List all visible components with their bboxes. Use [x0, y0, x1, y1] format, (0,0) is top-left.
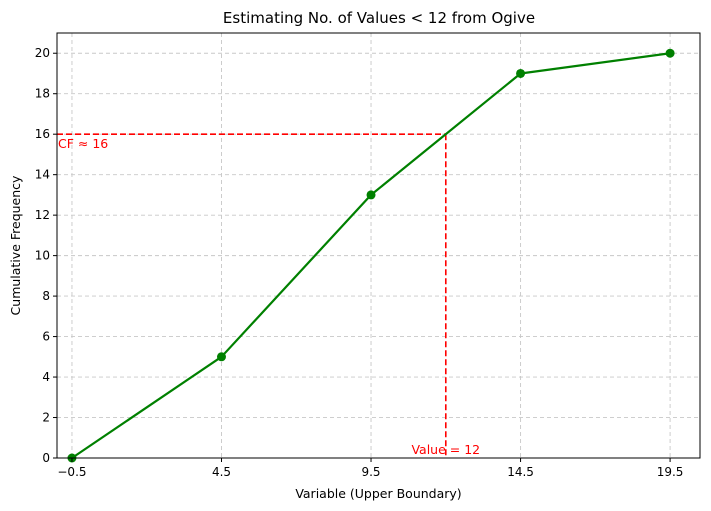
y-tick-label: 14 [35, 168, 50, 182]
data-point [665, 48, 675, 58]
y-tick-label: 10 [35, 249, 50, 263]
data-point [216, 352, 226, 362]
y-tick-label: 12 [35, 208, 50, 222]
axis-ticks: 0 2 4 6 8 10 12 14 16 18 20 −0.5 4.5 9.5 14.5 19.5 [35, 46, 684, 479]
data-point [366, 190, 376, 200]
y-tick-label: 20 [35, 46, 50, 60]
x-axis-title: Variable (Upper Boundary) [295, 486, 461, 501]
data-point [516, 68, 526, 78]
plot-frame [56, 32, 701, 459]
y-axis-title: Cumulative Frequency [8, 175, 23, 315]
annotations: CF ≈ 16 Value = 12 [58, 136, 480, 457]
y-tick-label: 8 [42, 289, 50, 303]
y-tick-label: 4 [42, 370, 50, 384]
y-tick-label: 2 [42, 411, 50, 425]
estimate-guides [57, 133, 447, 458]
x-tick-label: 9.5 [361, 465, 380, 479]
x-tick-label: −0.5 [57, 465, 86, 479]
x-tick-label: 4.5 [212, 465, 231, 479]
value-annotation: Value = 12 [411, 442, 480, 457]
y-tick-label: 18 [35, 87, 50, 101]
chart-title: Estimating No. of Values < 12 from Ogive [223, 9, 535, 27]
grid [57, 33, 700, 459]
x-tick-label: 14.5 [507, 465, 534, 479]
cf-annotation: CF ≈ 16 [58, 136, 108, 151]
y-tick-label: 16 [35, 127, 50, 141]
y-tick-label: 6 [42, 330, 50, 344]
x-tick-label: 19.5 [657, 465, 684, 479]
y-tick-label: 0 [42, 451, 50, 465]
